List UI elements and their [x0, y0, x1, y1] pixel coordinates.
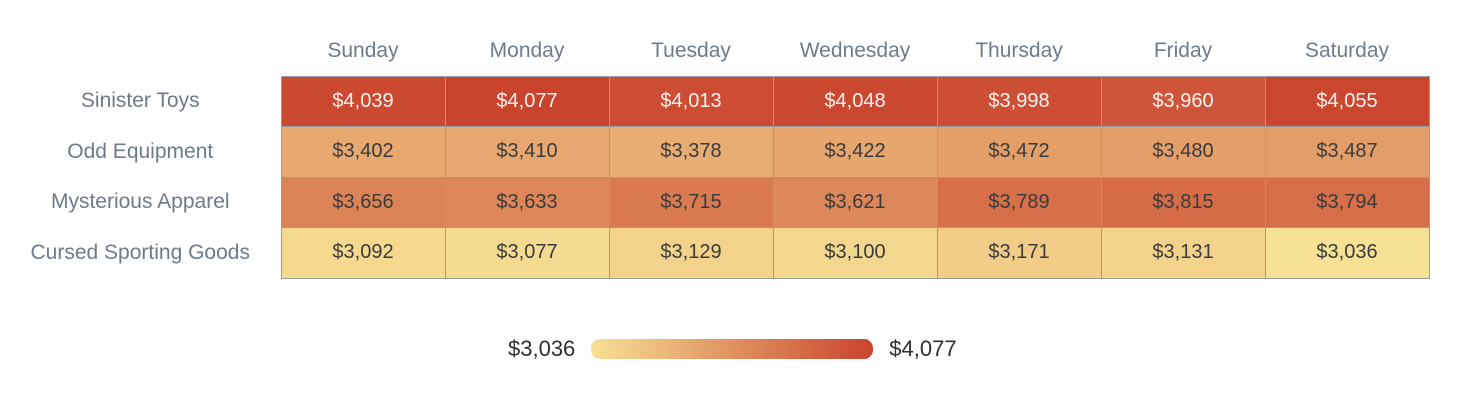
row-label-sinister-toys: Sinister Toys	[80, 89, 200, 113]
heatmap-cell-mysterious-apparel-friday: $3,815	[1100, 176, 1266, 228]
heatmap-cell-sinister-toys-sunday: $4,039	[280, 75, 446, 127]
heatmap-cell-mysterious-apparel-tuesday: $3,715	[608, 176, 774, 228]
heatmap-cell-odd-equipment-friday: $3,480	[1100, 126, 1266, 178]
heatmap-cell-cursed-sporting-goods-wednesday: $3,100	[772, 227, 938, 279]
heatmap-cell-cursed-sporting-goods-thursday: $3,171	[936, 227, 1102, 279]
heatmap-cell-mysterious-apparel-sunday: $3,656	[280, 176, 446, 228]
column-header-wednesday: Wednesday	[799, 38, 911, 62]
legend-min-label: $3,036	[508, 336, 576, 361]
heatmap-cell-sinister-toys-saturday: $4,055	[1264, 75, 1430, 127]
row-label-mysterious-apparel: Mysterious Apparel	[50, 190, 230, 214]
heatmap-cell-cursed-sporting-goods-saturday: $3,036	[1264, 227, 1430, 279]
column-header-friday: Friday	[1153, 38, 1213, 62]
heatmap-cell-odd-equipment-sunday: $3,402	[280, 126, 446, 178]
heatmap-row-odd-equipment: Odd Equipment $3,402 $3,410 $3,378 $3,422 $3,…	[0, 126, 1430, 178]
heatmap-row-mysterious-apparel: Mysterious Apparel $3,656 $3,633 $3,715 $3,6…	[0, 176, 1430, 228]
heatmap-cell-odd-equipment-saturday: $3,487	[1264, 126, 1430, 178]
column-header-tuesday: Tuesday	[651, 38, 731, 62]
legend-gradient-bar	[591, 339, 874, 359]
heatmap-cell-mysterious-apparel-wednesday: $3,621	[772, 176, 938, 228]
heatmap-cell-sinister-toys-thursday: $3,998	[936, 75, 1102, 127]
heatmap-cell-sinister-toys-wednesday: $4,048	[772, 75, 938, 127]
heatmap-cell-odd-equipment-tuesday: $3,378	[608, 126, 774, 178]
corner-spacer	[0, 26, 281, 76]
heatmap-cell-sinister-toys-friday: $3,960	[1100, 75, 1266, 127]
heatmap-cell-odd-equipment-monday: $3,410	[444, 126, 610, 178]
heatmap-cell-sinister-toys-monday: $4,077	[444, 75, 610, 127]
color-legend: $3,036 $4,077	[508, 336, 957, 362]
heatmap-cell-odd-equipment-thursday: $3,472	[936, 126, 1102, 178]
heatmap-cell-cursed-sporting-goods-sunday: $3,092	[280, 227, 446, 279]
row-label-cursed-sporting-goods: Cursed Sporting Goods	[30, 240, 250, 264]
heatmap-cell-mysterious-apparel-monday: $3,633	[444, 176, 610, 228]
heatmap-cell-cursed-sporting-goods-friday: $3,131	[1100, 227, 1266, 279]
column-header-row: Sunday Monday Tuesday Wednesday Thursday Frid…	[0, 26, 1429, 76]
heatmap-row-sinister-toys: Sinister Toys $4,039 $4,077 $4,013 $4,048 $3,…	[0, 75, 1430, 127]
heatmap-cell-mysterious-apparel-saturday: $3,794	[1264, 176, 1430, 228]
heatmap-cell-sinister-toys-tuesday: $4,013	[608, 75, 774, 127]
heatmap-cell-mysterious-apparel-thursday: $3,789	[936, 176, 1102, 228]
column-header-sunday: Sunday	[327, 38, 399, 62]
heatmap-cell-cursed-sporting-goods-tuesday: $3,129	[608, 227, 774, 279]
heatmap-cell-cursed-sporting-goods-monday: $3,077	[444, 227, 610, 279]
column-header-saturday: Saturday	[1304, 38, 1390, 62]
heatmap-cell-odd-equipment-wednesday: $3,422	[772, 126, 938, 178]
legend-max-label: $4,077	[889, 336, 957, 361]
heatmap-row-cursed-sporting-goods: Cursed Sporting Goods $3,092 $3,077 $3,129 $…	[0, 227, 1430, 279]
column-header-thursday: Thursday	[975, 38, 1063, 62]
column-header-monday: Monday	[489, 38, 565, 62]
heatmap-table: Sunday Monday Tuesday Wednesday Thursday Frid…	[0, 26, 1430, 279]
row-label-odd-equipment: Odd Equipment	[67, 139, 214, 163]
